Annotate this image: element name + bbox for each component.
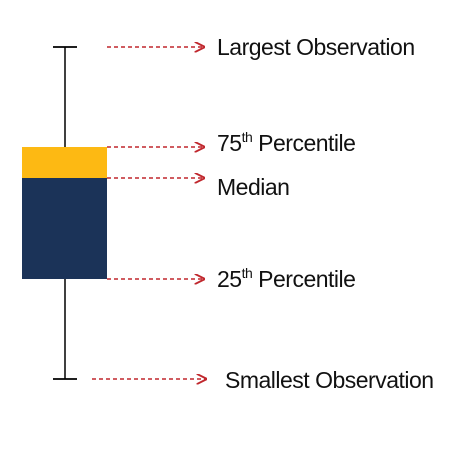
box-upper-quartile xyxy=(22,147,107,178)
label-75th-percentile: 75th Percentile xyxy=(217,129,355,156)
label-25th-suffix: th xyxy=(242,265,253,281)
label-smallest-observation: Smallest Observation xyxy=(225,367,434,393)
label-25th-text: Percentile xyxy=(252,266,355,292)
label-largest-observation: Largest Observation xyxy=(217,34,415,60)
box-lower-quartile xyxy=(22,178,107,279)
label-75th-suffix: th xyxy=(242,129,253,145)
label-median: Median xyxy=(217,174,289,200)
label-25th-number: 25 xyxy=(217,266,242,292)
label-75th-number: 75 xyxy=(217,130,242,156)
label-75th-text: Percentile xyxy=(252,130,355,156)
label-25th-percentile: 25th Percentile xyxy=(217,265,355,292)
